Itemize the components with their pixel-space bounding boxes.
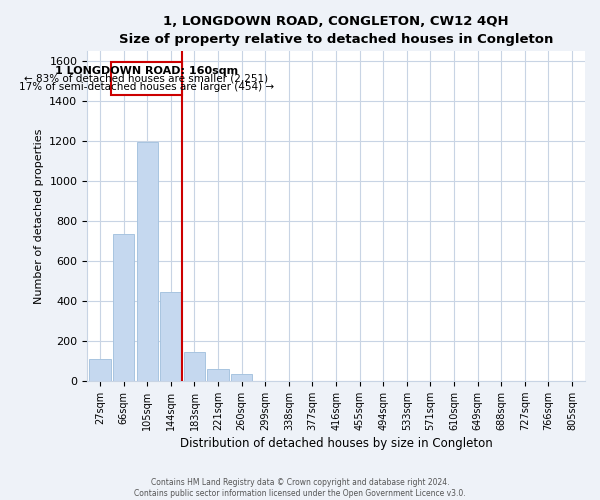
X-axis label: Distribution of detached houses by size in Congleton: Distribution of detached houses by size … <box>179 437 493 450</box>
Bar <box>112 62 182 96</box>
Bar <box>137 142 158 381</box>
Bar <box>89 359 111 381</box>
Bar <box>208 369 229 381</box>
Bar <box>113 234 134 381</box>
Bar <box>184 352 205 381</box>
Text: 17% of semi-detached houses are larger (454) →: 17% of semi-detached houses are larger (… <box>19 82 274 92</box>
Bar <box>160 292 182 381</box>
Text: 1 LONGDOWN ROAD: 160sqm: 1 LONGDOWN ROAD: 160sqm <box>55 66 238 76</box>
Y-axis label: Number of detached properties: Number of detached properties <box>34 128 44 304</box>
Text: Contains HM Land Registry data © Crown copyright and database right 2024.
Contai: Contains HM Land Registry data © Crown c… <box>134 478 466 498</box>
Bar <box>231 374 253 381</box>
Title: 1, LONGDOWN ROAD, CONGLETON, CW12 4QH
Size of property relative to detached hous: 1, LONGDOWN ROAD, CONGLETON, CW12 4QH Si… <box>119 15 553 46</box>
Text: ← 83% of detached houses are smaller (2,251): ← 83% of detached houses are smaller (2,… <box>25 74 269 84</box>
